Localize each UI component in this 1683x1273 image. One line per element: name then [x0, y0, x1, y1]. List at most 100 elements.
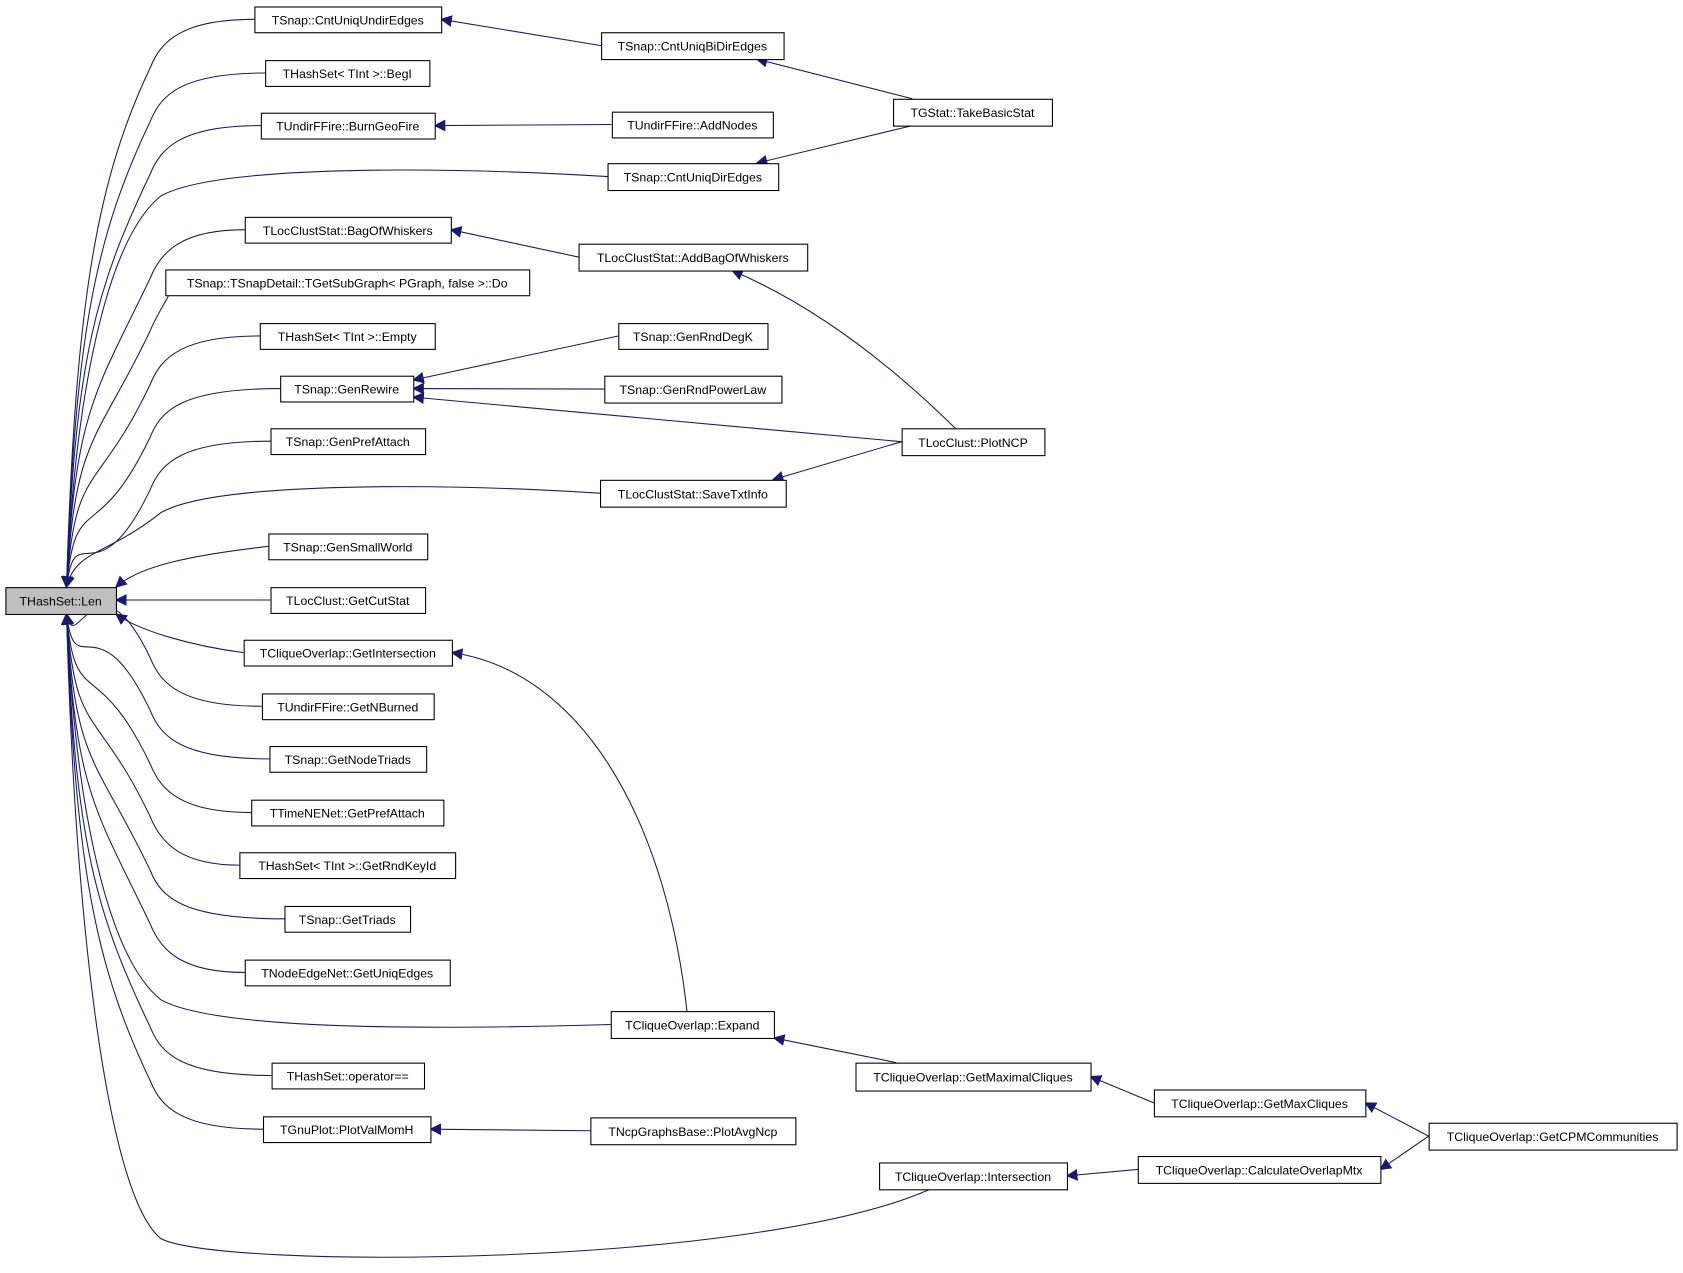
node-subGraphDo[interactable]: TSnap::TSnapDetail::TGetSubGraph< PGraph… [165, 269, 531, 297]
node-label: TGnuPlot::PlotValMomH [280, 1123, 413, 1137]
node-box [604, 375, 783, 404]
node-genRewire[interactable]: TSnap::GenRewire [280, 375, 415, 403]
node-label: TSnap::GenRndPowerLaw [620, 383, 767, 397]
node-box [280, 375, 415, 403]
node-begI[interactable]: THashSet< TInt >::BegI [265, 60, 431, 87]
node-label: TCliqueOverlap::CalculateOverlapMtx [1156, 1163, 1364, 1177]
edge-bagWhisk-to-len [61, 229, 245, 589]
node-nBurned[interactable]: TUndirFFire::GetNBurned [261, 693, 435, 721]
node-box [165, 269, 531, 297]
edge-timePref-to-len [61, 612, 252, 814]
node-label: TCliqueOverlap::GetMaximalCliques [873, 1071, 1072, 1085]
node-saveTxt[interactable]: TLocClustStat::SaveTxtInfo [599, 479, 787, 508]
node-addNodes[interactable]: TUndirFFire::AddNodes [611, 111, 774, 139]
node-intersection[interactable]: TCliqueOverlap::Intersection [879, 1162, 1068, 1191]
node-rndDegK[interactable]: TSnap::GenRndDegK [618, 323, 769, 350]
node-cntUndir[interactable]: TSnap::CntUniqUndirEdges [254, 6, 443, 34]
node-label: TSnap::TSnapDetail::TGetSubGraph< PGraph… [187, 276, 508, 290]
node-label: TLocClustStat::AddBagOfWhiskers [597, 251, 789, 265]
node-label: TUndirFFire::AddNodes [627, 119, 757, 133]
edge-cpm-to-calcOverlap [1379, 1135, 1429, 1171]
edge-calcOverlap-to-intersection [1065, 1168, 1138, 1181]
node-box [244, 959, 451, 987]
node-label: THashSet< TInt >::GetRndKeyId [258, 859, 436, 873]
node-label: TSnap::CntUniqBiDirEdges [618, 40, 767, 54]
node-calcOverlap[interactable]: TCliqueOverlap::CalculateOverlapMtx [1137, 1155, 1382, 1184]
node-box [1137, 1155, 1382, 1184]
node-box [607, 163, 780, 192]
edge-plotVal-to-len [61, 612, 263, 1130]
node-box [239, 852, 457, 880]
node-box [268, 533, 429, 561]
node-label: TSnap::GenRndDegK [633, 330, 754, 344]
node-label: TCliqueOverlap::GetIntersection [260, 647, 436, 661]
node-genPref[interactable]: TSnap::GenPrefAttach [270, 428, 427, 456]
edge-saveTxt-to-len [63, 486, 601, 589]
node-box [1153, 1089, 1367, 1118]
node-box [271, 1062, 426, 1090]
node-label: TCliqueOverlap::GetMaxCliques [1171, 1097, 1348, 1111]
node-plotNCP[interactable]: TLocClust::PlotNCP [901, 428, 1046, 457]
node-timePref[interactable]: TTimeNENet::GetPrefAttach [251, 799, 445, 827]
node-label: TLocClust::PlotNCP [918, 436, 1028, 450]
edge-genPref-to-len [61, 440, 271, 589]
edge-cntUndir-to-len [60, 18, 255, 589]
edge-nBurned-to-len [62, 606, 262, 707]
node-box [855, 1062, 1092, 1092]
node-maximal[interactable]: TCliqueOverlap::GetMaximalCliques [855, 1062, 1092, 1092]
node-getInter[interactable]: TCliqueOverlap::GetIntersection [243, 639, 453, 667]
node-cntDir[interactable]: TSnap::CntUniqDirEdges [607, 163, 780, 192]
edge-genSmall-to-len [115, 545, 269, 588]
node-box [901, 428, 1046, 457]
edge-intersection-to-len [60, 612, 931, 1258]
node-expand[interactable]: TCliqueOverlap::Expand [610, 1011, 775, 1040]
node-label: TLocClust::GetCutStat [286, 594, 410, 608]
node-genSmall[interactable]: TSnap::GenSmallWorld [268, 533, 429, 561]
edge-plotNCP-to-saveTxt [771, 441, 902, 483]
node-label: TSnap::CntUniqUndirEdges [272, 13, 424, 27]
node-maxCliques[interactable]: TCliqueOverlap::GetMaxCliques [1153, 1089, 1367, 1118]
node-burnGeo[interactable]: TUndirFFire::BurnGeoFire [260, 112, 436, 140]
node-cpm[interactable]: TCliqueOverlap::GetCPMCommunities [1428, 1122, 1678, 1151]
node-box [259, 323, 436, 350]
node-box [254, 6, 443, 34]
node-plotAvg[interactable]: TNcpGraphsBase::PlotAvgNcp [590, 1117, 797, 1146]
node-box [243, 639, 453, 667]
edge-takeBasic-to-cntBiDir [755, 55, 913, 100]
node-label: THashSet::Len [20, 595, 102, 609]
node-triads[interactable]: TSnap::GetTriads [284, 905, 412, 933]
node-box [5, 587, 117, 616]
node-label: TLocClustStat::SaveTxtInfo [618, 487, 768, 501]
node-box [269, 745, 428, 773]
node-empty[interactable]: THashSet< TInt >::Empty [259, 323, 436, 350]
node-opEq[interactable]: THashSet::operator== [271, 1062, 426, 1090]
node-rndPow[interactable]: TSnap::GenRndPowerLaw [604, 375, 783, 404]
node-box [261, 693, 435, 721]
edge-plotNCP-to-genRewire [412, 392, 902, 443]
node-box [879, 1162, 1068, 1191]
node-rndKey[interactable]: THashSet< TInt >::GetRndKeyId [239, 852, 457, 880]
edge-opEq-to-len [61, 612, 272, 1077]
node-label: TSnap::CntUniqDirEdges [624, 171, 762, 185]
node-box [618, 323, 769, 350]
node-box [265, 60, 431, 87]
node-nodeTriads[interactable]: TSnap::GetNodeTriads [269, 745, 428, 773]
edge-cntBiDir-to-cntUndir [439, 15, 602, 47]
edge-getInter-to-len [114, 613, 244, 654]
node-len[interactable]: THashSet::Len [5, 587, 117, 616]
node-label: TSnap::GetNodeTriads [285, 753, 411, 767]
node-box [1428, 1122, 1678, 1151]
node-cutStat[interactable]: TLocClust::GetCutStat [270, 587, 427, 614]
node-addBag[interactable]: TLocClustStat::AddBagOfWhiskers [578, 243, 809, 272]
node-box [262, 1116, 432, 1144]
edge-rndPow-to-genRewire [412, 382, 605, 395]
edge-empty-to-len [61, 335, 260, 589]
edge-maximal-to-expand [772, 1034, 897, 1064]
node-plotVal[interactable]: TGnuPlot::PlotValMomH [262, 1116, 432, 1144]
node-takeBasic[interactable]: TGStat::TakeBasicStat [893, 98, 1053, 127]
node-bagWhisk[interactable]: TLocClustStat::BagOfWhiskers [244, 216, 452, 244]
node-box [260, 112, 436, 140]
edge-plotNCP-to-addBag [730, 269, 956, 429]
node-cntBiDir[interactable]: TSnap::CntUniqBiDirEdges [601, 32, 785, 61]
node-uniqEdges[interactable]: TNodeEdgeNet::GetUniqEdges [244, 959, 451, 987]
